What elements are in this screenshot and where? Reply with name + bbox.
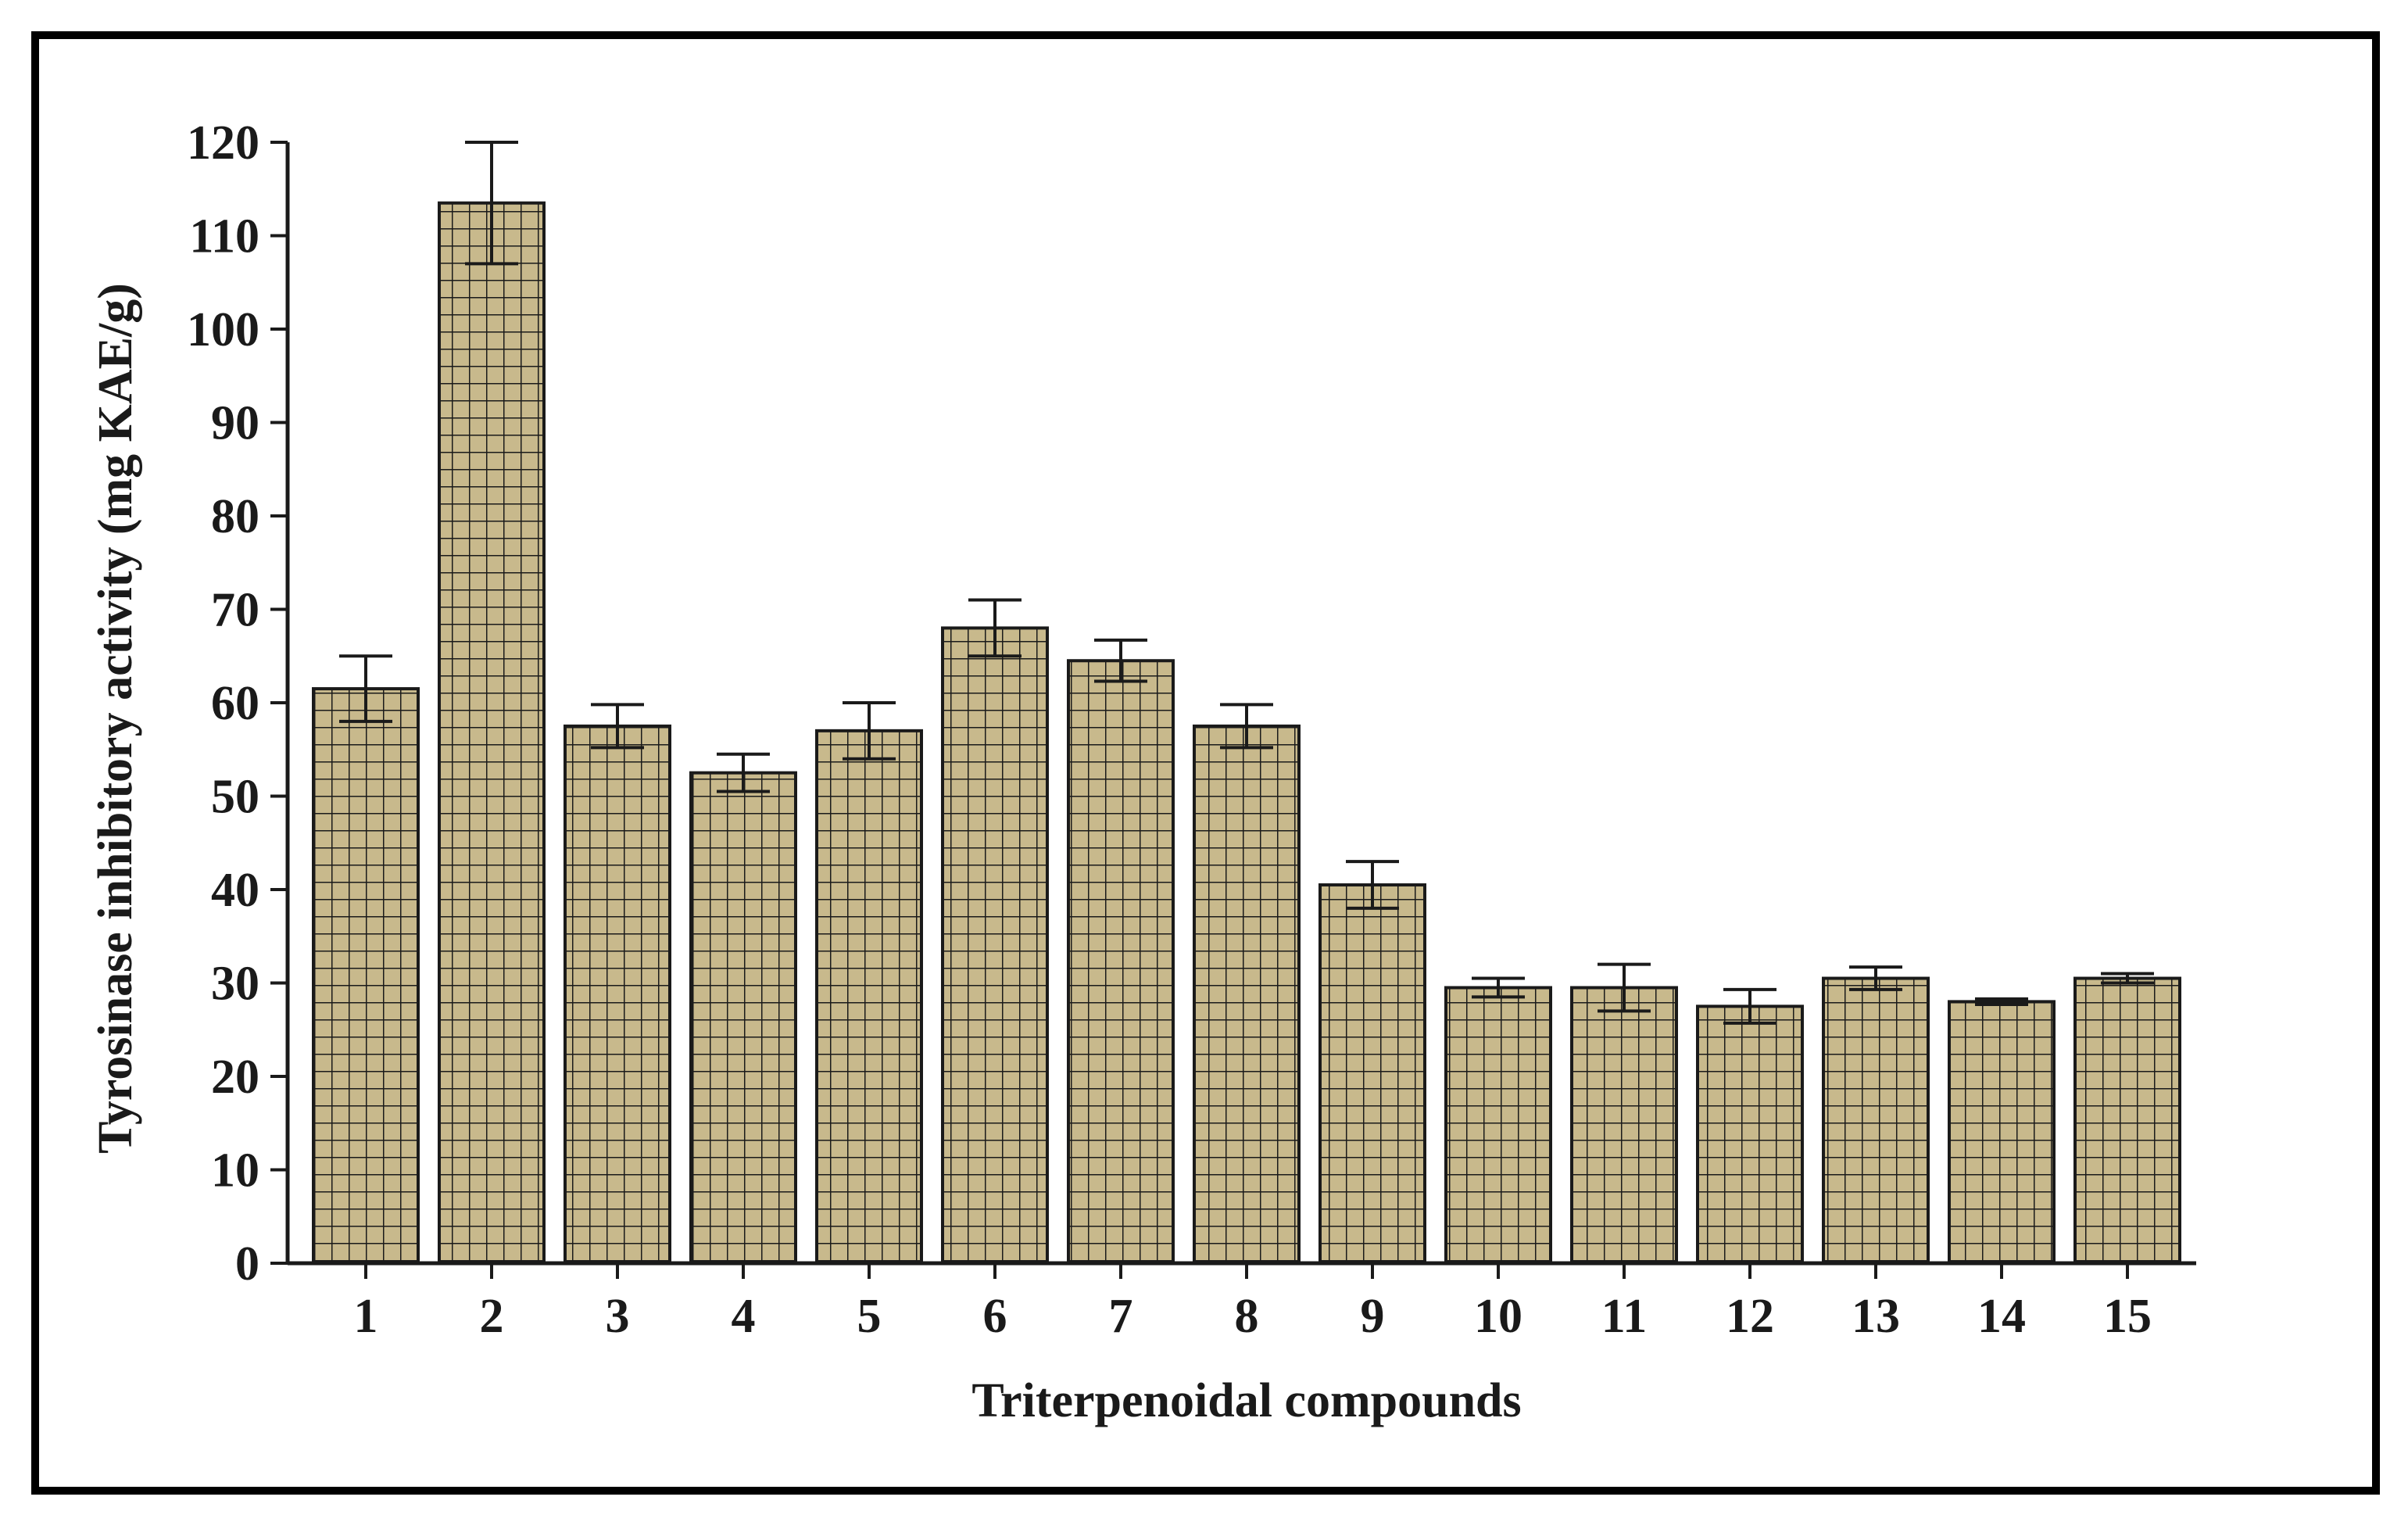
bar-9 (1318, 883, 1426, 1266)
x-tick-label-14: 14 (1977, 1290, 2026, 1343)
y-tick-label-40: 40 (211, 864, 259, 917)
bar-3 (564, 724, 671, 1265)
error-bar-11 (1598, 962, 1651, 1013)
error-bar-4 (717, 752, 770, 793)
bar-15 (2073, 976, 2181, 1266)
bar-8 (1193, 724, 1301, 1265)
bar-11 (1570, 986, 1678, 1265)
y-tick-label-20: 20 (211, 1051, 259, 1104)
y-tick-label-30: 30 (211, 958, 259, 1011)
bar-10 (1444, 986, 1552, 1265)
bar-12 (1696, 1004, 1804, 1265)
error-bar-13 (1849, 965, 1902, 991)
y-tick-label-90: 90 (211, 397, 259, 450)
error-bar-12 (1723, 987, 1776, 1025)
y-tick-label-70: 70 (211, 584, 259, 637)
error-bar-3 (591, 703, 644, 750)
y-tick-label-110: 110 (189, 210, 259, 263)
x-ticks-layer: 1 2 3 4 5 6 7 8 9 10 11 12 13 14 15 (354, 1263, 2152, 1343)
x-tick-label-10: 10 (1474, 1290, 1522, 1343)
error-bar-14 (1975, 997, 2028, 1006)
x-tick-label-1: 1 (354, 1290, 378, 1343)
bar-13 (1822, 976, 1930, 1266)
x-tick-label-12: 12 (1726, 1290, 1774, 1343)
x-tick-label-15: 15 (2103, 1290, 2152, 1343)
y-tick-label-100: 100 (187, 303, 259, 356)
x-tick-label-5: 5 (857, 1290, 882, 1343)
error-bars-layer (339, 141, 2154, 1025)
x-axis-title: Triterpenoidal compounds (971, 1374, 1521, 1427)
y-tick-label-50: 50 (211, 771, 259, 824)
bar-14 (1948, 1000, 2056, 1266)
error-bar-7 (1094, 638, 1147, 683)
y-tick-label-0: 0 (235, 1237, 259, 1291)
error-bar-9 (1346, 860, 1399, 910)
x-tick-label-8: 8 (1235, 1290, 1259, 1343)
error-bar-8 (1220, 703, 1273, 750)
bar-5 (815, 729, 923, 1265)
error-bar-2 (465, 141, 518, 266)
x-tick-label-3: 3 (606, 1290, 630, 1343)
y-tick-label-60: 60 (211, 677, 259, 730)
x-tick-label-4: 4 (732, 1290, 756, 1343)
x-tick-label-11: 11 (1601, 1290, 1648, 1343)
x-tick-label-13: 13 (1852, 1290, 1900, 1343)
error-bar-10 (1472, 976, 1525, 999)
error-bar-15 (2101, 972, 2154, 985)
x-tick-label-9: 9 (1361, 1290, 1385, 1343)
bar-6 (941, 626, 1049, 1265)
x-tick-label-7: 7 (1109, 1290, 1133, 1343)
bar-1 (312, 687, 420, 1265)
bar-2 (438, 201, 546, 1265)
bar-4 (689, 771, 797, 1265)
bar-7 (1067, 659, 1175, 1265)
chart-frame: 0 10 20 30 40 50 60 70 80 90 100 110 120 1 2 3 4 5 6 7 8 9 10… (31, 31, 2380, 1495)
error-bar-1 (339, 654, 392, 723)
bars-layer (312, 201, 2181, 1266)
y-tick-label-10: 10 (211, 1144, 259, 1198)
y-axis-title: Tyrosinase inhibitory activity (mg KAE/g… (89, 283, 142, 1154)
error-bar-6 (968, 598, 1022, 658)
x-tick-label-6: 6 (983, 1290, 1007, 1343)
x-tick-label-2: 2 (480, 1290, 504, 1343)
error-bar-5 (843, 701, 896, 761)
y-ticks-layer: 0 10 20 30 40 50 60 70 80 90 100 110 120 (187, 116, 288, 1291)
y-tick-label-120: 120 (187, 116, 259, 170)
y-tick-label-80: 80 (211, 490, 259, 543)
